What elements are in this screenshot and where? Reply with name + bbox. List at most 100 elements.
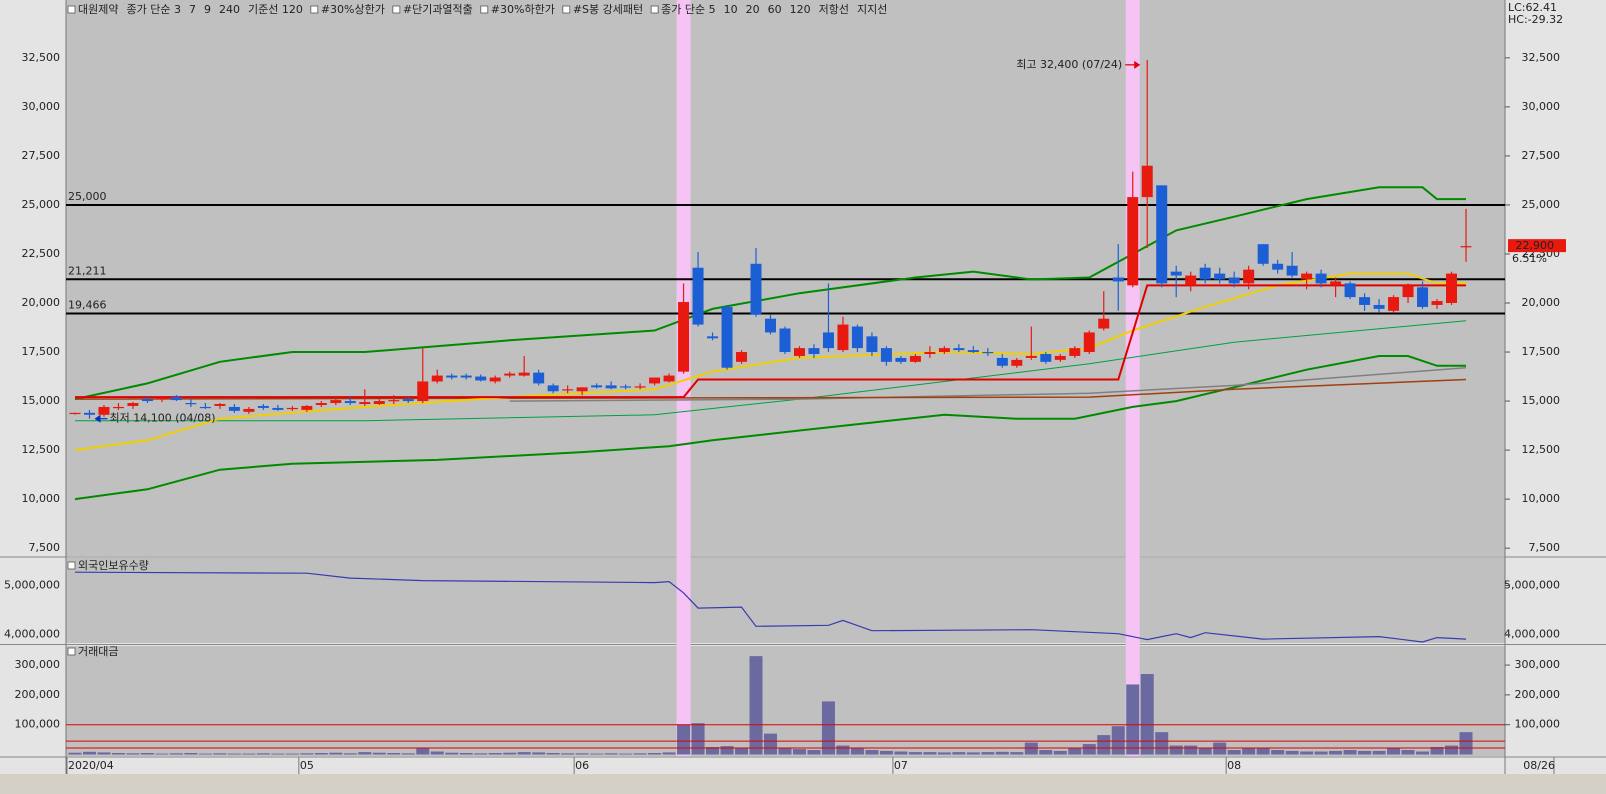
- low-arrow-head: [94, 414, 101, 423]
- legend-item: 20: [746, 3, 760, 16]
- value-bar: [242, 753, 256, 755]
- value-bar: [1068, 748, 1082, 755]
- candle-body: [1388, 297, 1400, 311]
- value-bar: [300, 753, 314, 755]
- candle-body: [1315, 273, 1327, 284]
- y-tick-label: 27,500: [22, 149, 61, 162]
- candle-body: [1373, 304, 1385, 309]
- candle-body: [112, 406, 124, 409]
- value-bar: [1285, 750, 1299, 755]
- candle-body: [967, 350, 979, 353]
- main-plot: [66, 0, 1505, 556]
- y-tick-label: 100,000: [15, 718, 61, 731]
- candle-body: [547, 385, 559, 392]
- value-bar: [662, 752, 676, 755]
- legend-item: 10: [724, 3, 738, 16]
- y-tick-label-right: 30,000: [1522, 100, 1561, 113]
- value-bar: [329, 752, 343, 755]
- candle-body: [1243, 269, 1255, 284]
- value-bar: [314, 753, 328, 755]
- candle-body: [1330, 281, 1342, 286]
- value-bar: [894, 751, 908, 755]
- candle-body: [822, 332, 834, 349]
- y-tick-label-right: 17,500: [1522, 345, 1561, 358]
- candle-body: [851, 326, 863, 349]
- value-bar: [1256, 748, 1270, 755]
- legend-checkbox: [562, 5, 571, 14]
- high-annotation: 최고 32,400 (07/24): [1016, 58, 1122, 71]
- y-tick-label-right: 25,000: [1522, 198, 1561, 211]
- value-bar: [532, 752, 546, 755]
- candle-body: [83, 412, 95, 415]
- candle-body: [1301, 273, 1313, 280]
- value-bar: [1445, 745, 1459, 755]
- candle-body: [359, 402, 371, 405]
- value-plot: [66, 646, 1505, 756]
- overlay-line: [75, 320, 1467, 422]
- candle-body: [170, 397, 182, 401]
- candle-body: [475, 376, 487, 381]
- value-bar: [966, 752, 980, 755]
- legend-checkbox: [310, 5, 319, 14]
- price-tag-label: 22,900: [1516, 239, 1555, 252]
- value-bar: [619, 753, 633, 755]
- candle-body: [793, 348, 805, 356]
- value-bar: [546, 753, 560, 755]
- value-bar: [111, 753, 125, 755]
- candle-body: [1359, 297, 1371, 305]
- value-bar: [1155, 732, 1169, 755]
- candle-body: [605, 385, 617, 389]
- candle-body: [707, 336, 719, 339]
- candle-body: [98, 406, 110, 415]
- y-tick-label-right: 10,000: [1522, 492, 1561, 505]
- value-bar: [184, 753, 198, 755]
- x-tick-label: 08/26: [1523, 759, 1555, 772]
- value-bar: [517, 752, 531, 755]
- candle-body: [1040, 353, 1052, 362]
- value-bar: [981, 752, 995, 755]
- candle-body: [1185, 275, 1197, 286]
- value-bar: [358, 752, 372, 755]
- candle-body: [1054, 355, 1066, 360]
- value-bar: [1140, 674, 1154, 755]
- legend-checkbox: [67, 647, 76, 656]
- legend-item: 지지선: [857, 3, 887, 16]
- y-tick-label-right: 20,000: [1522, 296, 1561, 309]
- candle-body: [127, 403, 139, 406]
- value-bar: [97, 752, 111, 755]
- y-tick-label: 4,000,000: [4, 628, 60, 641]
- lc-label: LC:62.41: [1508, 1, 1557, 14]
- candle-body: [649, 377, 661, 384]
- candle-body: [301, 405, 313, 410]
- candle-body: [779, 328, 791, 353]
- legend-item: 60: [768, 3, 782, 16]
- change-label: 6.51%: [1512, 252, 1547, 265]
- candle-body: [1011, 359, 1023, 366]
- candle-body: [431, 375, 443, 382]
- candle-body: [504, 373, 516, 376]
- value-bar: [1227, 750, 1241, 755]
- value-bar: [1184, 745, 1198, 755]
- candle-body: [1228, 277, 1240, 284]
- value-bar: [155, 753, 169, 755]
- value-bar: [1039, 750, 1053, 755]
- y-tick-label: 15,000: [22, 394, 61, 407]
- overlay-line: [74, 186, 1466, 401]
- candle-body: [1446, 273, 1458, 304]
- value-bar: [126, 753, 140, 755]
- high-arrow-head: [1134, 60, 1141, 69]
- legend-item: #단기과열적출: [403, 3, 473, 16]
- y-tick-label: 300,000: [15, 658, 61, 671]
- value-bar: [256, 753, 270, 755]
- value-bar: [720, 746, 734, 755]
- y-tick-label: 25,000: [22, 198, 61, 211]
- panel-title: 거래대금: [78, 645, 118, 658]
- level-label: 25,000: [68, 190, 107, 203]
- value-bar: [1358, 750, 1372, 755]
- y-tick-label-right: 12,500: [1522, 443, 1561, 456]
- status-bar: [0, 774, 1606, 794]
- candle-body: [1257, 244, 1269, 264]
- y-tick-label-right: 5,000,000: [1504, 579, 1560, 592]
- value-bar: [488, 753, 502, 755]
